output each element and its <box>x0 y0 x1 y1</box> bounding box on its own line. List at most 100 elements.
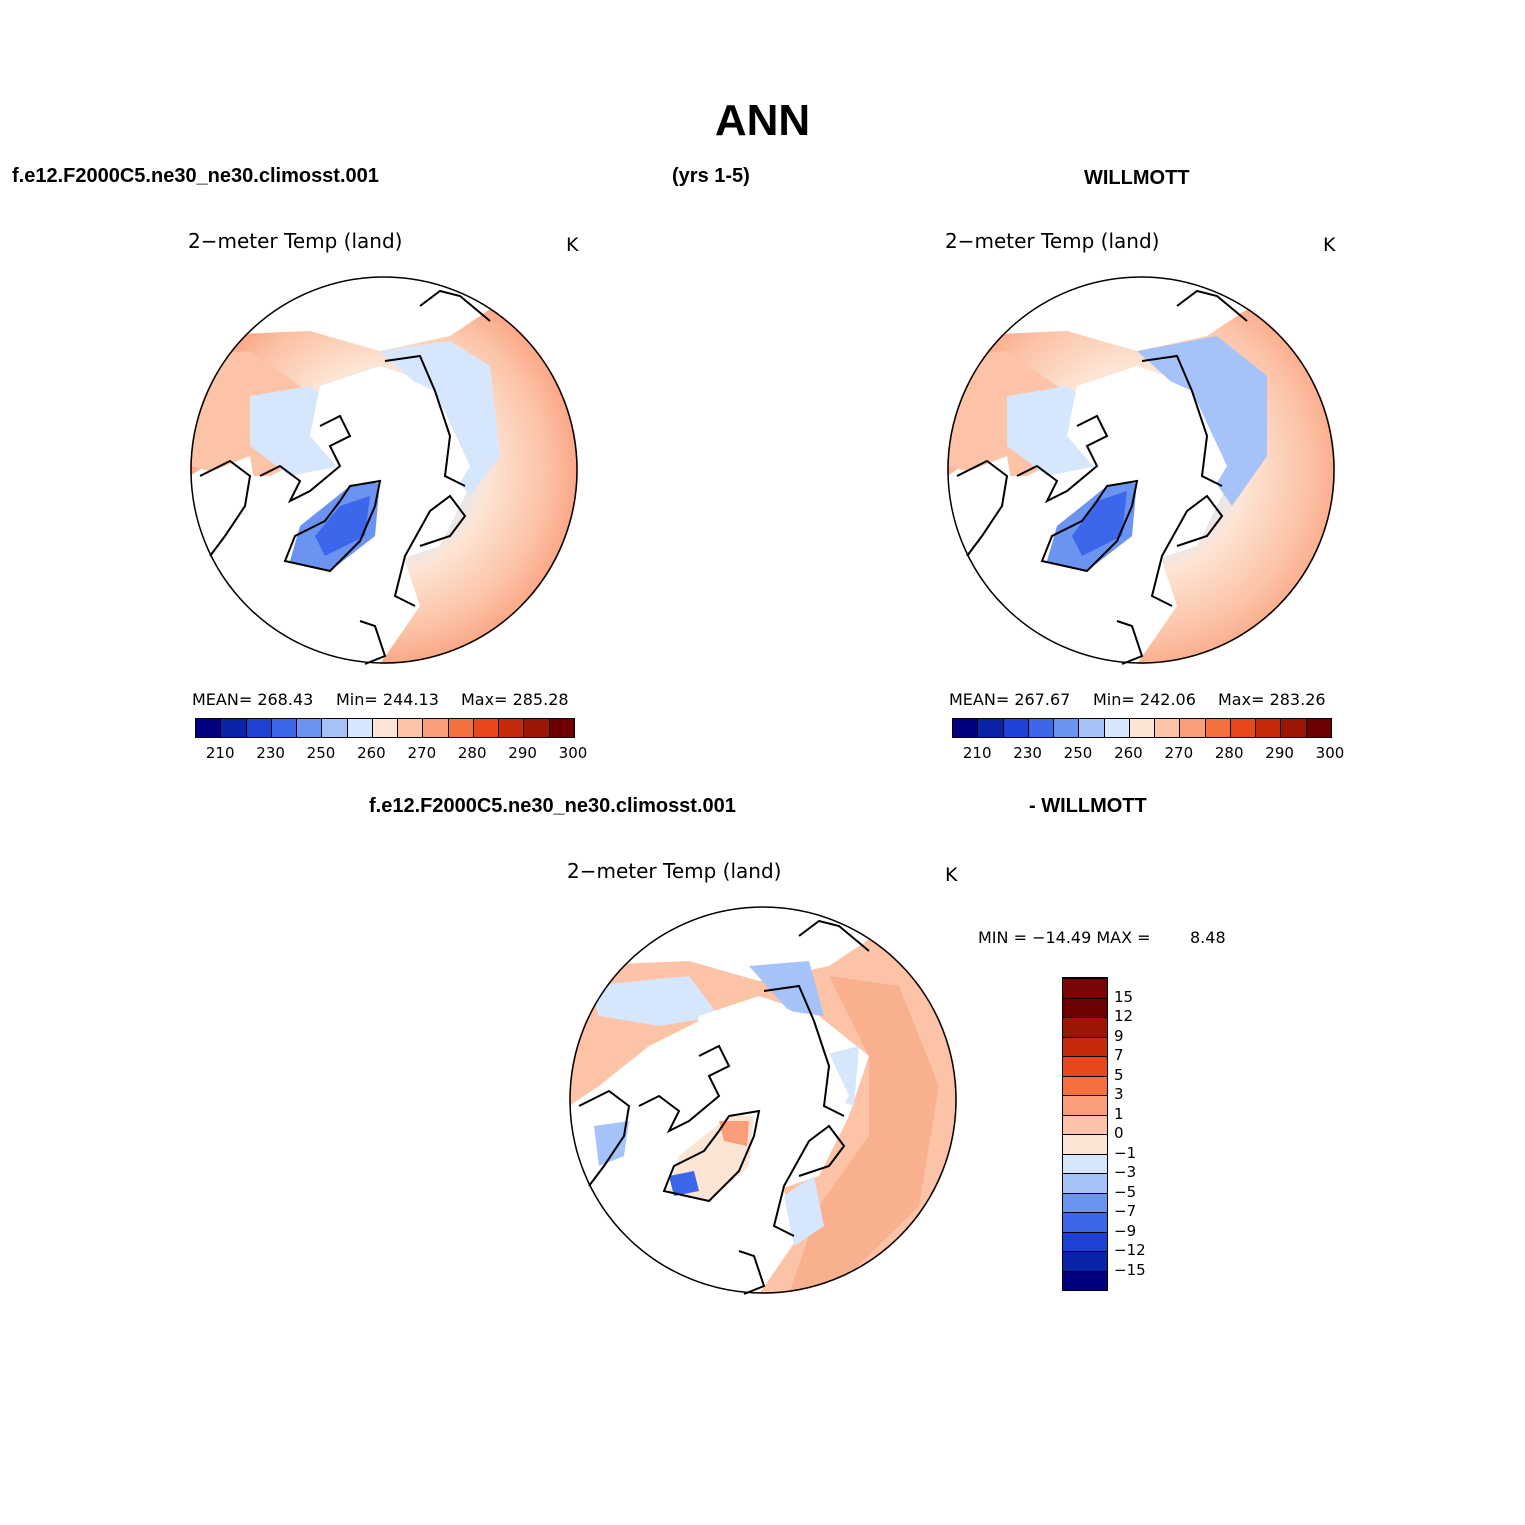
colorbar-cell <box>1063 1114 1107 1134</box>
atlantic-ocean <box>1067 546 1177 664</box>
colorbar-tick-label: −5 <box>1114 1182 1137 1201</box>
colorbar-cell <box>448 719 474 737</box>
colorbar-cell <box>524 719 550 737</box>
colorbar-cell <box>1281 719 1307 737</box>
diff-minmax: MIN = −14.49 MAX = <box>978 928 1151 947</box>
colorbar-cell <box>1063 1231 1107 1251</box>
colorbar-tick-label: 0 <box>1114 1124 1124 1142</box>
colorbar-tick-label: 290 <box>1265 744 1294 762</box>
greenland-core <box>1072 491 1127 556</box>
colorbar-tick-label: 9 <box>1114 1026 1124 1045</box>
atlantic-ocean <box>689 1176 799 1294</box>
colorbar-cell <box>246 719 272 737</box>
colorbar-cell <box>1063 1153 1107 1173</box>
colorbar-cell <box>1256 719 1282 737</box>
colorbar-cell <box>1063 1173 1107 1193</box>
colorbar-tick-label: 250 <box>1063 744 1093 762</box>
colorbar-tick-label: −1 <box>1114 1143 1137 1162</box>
coastline-greenland <box>283 479 382 573</box>
colorbar-cell <box>1063 1056 1107 1076</box>
colorbar-cell <box>1230 719 1257 737</box>
model-max: Max= 285.28 <box>461 690 569 709</box>
colorbar-cell <box>1063 1251 1107 1271</box>
colorbar-tick-label: 270 <box>1164 744 1194 762</box>
diff-colorbar <box>1062 977 1108 1291</box>
colorbar-tick-label: −15 <box>1114 1260 1146 1279</box>
model-panel-title: 2−meter Temp (land) <box>188 229 403 253</box>
alaska-white <box>957 456 1017 556</box>
colorbar-cell <box>1063 1036 1107 1056</box>
colorbar-tick-label: 250 <box>306 744 336 762</box>
colorbar-tick-label: −9 <box>1114 1221 1137 1240</box>
atlantic-ocean <box>310 546 420 664</box>
scandinavia-cool <box>784 1176 824 1246</box>
greenland-core <box>315 496 370 556</box>
colorbar-cell <box>347 719 373 737</box>
colorbar-cell <box>1028 719 1055 737</box>
model-mean: MEAN= 268.43 <box>192 690 314 709</box>
colorbar-cell <box>221 719 247 737</box>
colorbar-cell <box>1063 1075 1107 1095</box>
arctic-ocean <box>310 366 470 516</box>
colorbar-tick-label: 270 <box>407 744 437 762</box>
colorbar-tick-label: 210 <box>962 744 992 762</box>
colorbar-cell <box>1104 719 1130 737</box>
colorbar-cell <box>1063 1134 1107 1154</box>
coastline-east-asia <box>419 289 491 322</box>
colorbar-tick-label: 300 <box>1315 744 1345 762</box>
diff-polar-map <box>569 906 957 1295</box>
greenland-warm-spot <box>719 1121 749 1146</box>
case-label: f.e12.F2000C5.ne30_ne30.climosst.001 <box>12 165 379 187</box>
colorbar-cell <box>1063 997 1107 1017</box>
figure-title: ANN <box>714 96 811 145</box>
diff-case-label: f.e12.F2000C5.ne30_ne30.climosst.001 <box>369 795 736 817</box>
model-min: Min= 244.13 <box>336 690 439 709</box>
coastline-siberia <box>384 354 466 487</box>
obs-panel-units: K <box>1323 234 1336 256</box>
colorbar-tick-label: 15 <box>1114 987 1134 1006</box>
alaska-cool <box>594 1121 629 1166</box>
colorbar-cell <box>1063 1095 1107 1115</box>
colorbar-tick-label: 12 <box>1114 1007 1134 1025</box>
colorbar-tick-label: 3 <box>1114 1085 1124 1103</box>
colorbar-cell <box>398 719 424 737</box>
colorbar-cell <box>1063 1192 1107 1212</box>
obs-min: Min= 242.06 <box>1093 690 1196 709</box>
coastline-uk <box>359 620 387 665</box>
colorbar-tick-label: −12 <box>1114 1241 1146 1259</box>
colorbar-cell <box>1180 719 1206 737</box>
colorbar-cell <box>953 719 979 737</box>
cool-band-1 <box>589 976 719 1026</box>
obs-panel-title: 2−meter Temp (land) <box>945 229 1160 253</box>
coastline-alaska <box>199 459 252 557</box>
colorbar-cell <box>1129 719 1156 737</box>
colorbar-cell <box>549 719 574 737</box>
colorbar-tick-label: −7 <box>1114 1202 1137 1220</box>
colorbar-tick-label: 230 <box>1013 744 1042 762</box>
colorbar-tick-label: 280 <box>457 744 487 762</box>
coastline-canada <box>259 414 352 504</box>
map-boundary <box>190 276 578 664</box>
obs-colorbar <box>952 718 1332 738</box>
colorbar-cell <box>271 719 298 737</box>
colorbar-tick-label: 7 <box>1114 1046 1124 1064</box>
arctic-ocean <box>1067 366 1227 516</box>
colorbar-tick-label: 280 <box>1214 744 1244 762</box>
colorbar-cell <box>322 719 348 737</box>
model-panel-units: K <box>566 234 579 256</box>
years-label: (yrs 1-5) <box>672 165 750 187</box>
diff-max-value: 8.48 <box>1190 928 1226 947</box>
colorbar-tick-label: 210 <box>205 744 235 762</box>
colorbar-tick-label: 1 <box>1114 1104 1124 1123</box>
eurasia-warm <box>789 976 939 1294</box>
obs-max: Max= 283.26 <box>1218 690 1326 709</box>
model-colorbar <box>195 718 575 738</box>
colorbar-cell <box>473 719 500 737</box>
greenland-cold-spot <box>669 1171 699 1196</box>
colorbar-cell <box>1306 719 1331 737</box>
alaska-white <box>200 456 260 556</box>
colorbar-cell <box>1063 1270 1107 1290</box>
model-polar-map <box>190 276 578 665</box>
map-boundary <box>569 906 957 1294</box>
colorbar-cell <box>297 719 323 737</box>
